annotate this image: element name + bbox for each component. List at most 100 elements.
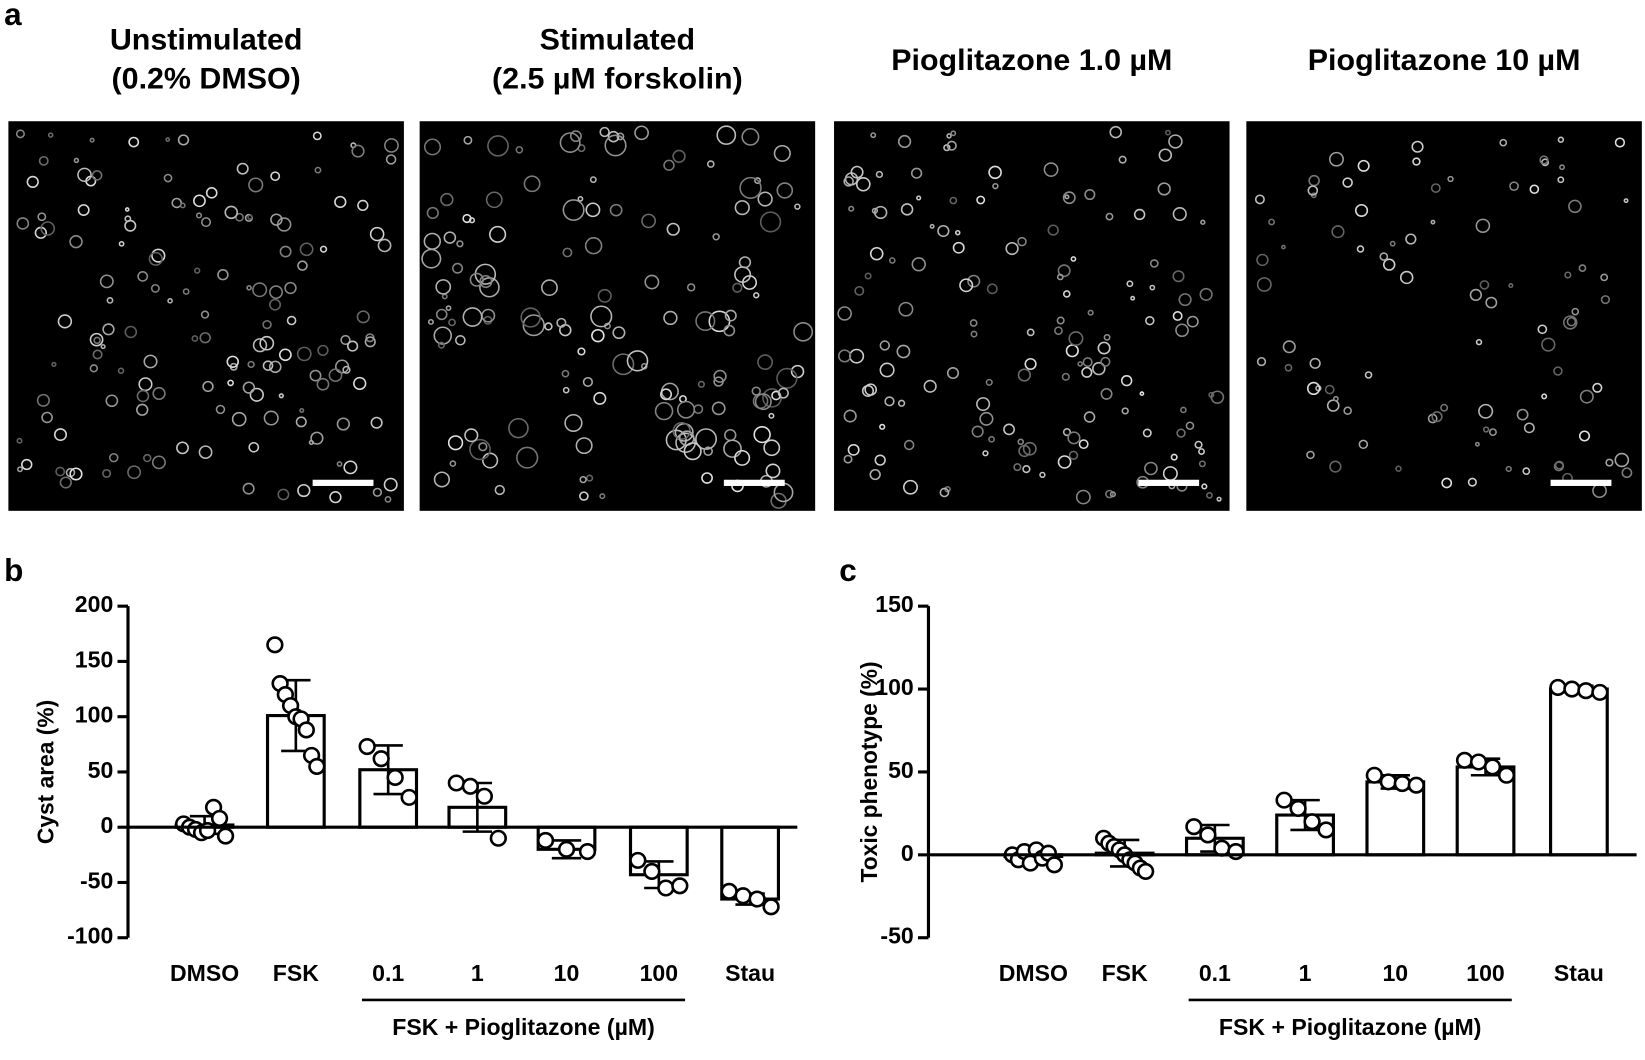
cyst: [148, 251, 163, 266]
cyst: [262, 360, 274, 371]
cyst: [242, 482, 255, 495]
cyst: [1200, 219, 1206, 225]
cyst: [479, 274, 493, 289]
cyst: [224, 205, 239, 220]
cyst: [200, 217, 212, 228]
image-title: Pioglitazone 10 µM: [1308, 44, 1581, 77]
cyst: [1087, 309, 1094, 316]
y-tick-label: -50: [880, 923, 913, 949]
cyst: [843, 454, 853, 464]
panel-label: a: [4, 0, 22, 32]
cyst: [777, 387, 789, 399]
cyst: [1488, 428, 1497, 437]
cyst: [515, 145, 524, 154]
cyst: [262, 319, 272, 330]
cyst: [226, 355, 240, 368]
cyst: [1523, 422, 1535, 434]
cyst: [278, 393, 284, 399]
x-tick-label: 100: [1466, 960, 1504, 986]
cyst: [464, 428, 479, 443]
cyst: [793, 322, 814, 342]
cyst: [843, 176, 854, 187]
data-point: [461, 777, 480, 795]
cyst: [128, 136, 140, 148]
data-point: [1469, 753, 1488, 771]
cyst: [463, 135, 473, 145]
cyst: [456, 240, 464, 248]
cyst: [77, 167, 92, 183]
cyst: [1026, 328, 1035, 337]
cyst: [1145, 316, 1155, 326]
cyst: [17, 466, 23, 473]
cyst: [1467, 477, 1477, 487]
data-point: [400, 788, 418, 806]
cyst: [897, 134, 912, 149]
cyst: [607, 130, 620, 143]
cyst: [127, 465, 142, 480]
cyst: [296, 346, 312, 362]
cyst: [1149, 284, 1156, 291]
data-point: [1185, 818, 1203, 836]
cyst: [297, 483, 311, 498]
cyst: [523, 175, 541, 193]
cyst: [1357, 159, 1370, 172]
x-tick-label: FSK: [273, 960, 320, 986]
image-title: Stimulated: [540, 24, 695, 57]
data-point: [372, 750, 390, 768]
cyst: [99, 274, 114, 289]
cyst: [757, 191, 773, 207]
cyst: [754, 177, 762, 184]
cyst: [520, 307, 541, 328]
cyst: [723, 324, 736, 337]
cyst: [634, 125, 649, 141]
cyst: [1306, 450, 1315, 460]
cyst: [1170, 453, 1178, 461]
cyst: [1062, 191, 1076, 205]
data-point: [1136, 862, 1155, 880]
data-point: [1577, 682, 1595, 700]
cyst: [1563, 315, 1578, 330]
cyst: [577, 196, 584, 202]
cyst: [874, 454, 886, 466]
data-point: [266, 636, 284, 654]
cyst: [198, 445, 213, 460]
y-tick-label: -100: [67, 923, 113, 949]
panel-label: c: [839, 553, 856, 588]
cyst: [944, 486, 951, 493]
cyst: [985, 378, 993, 386]
cyst: [776, 367, 798, 389]
cyst: [448, 318, 456, 327]
cyst: [1479, 280, 1490, 290]
cyst: [143, 453, 152, 463]
cyst: [15, 129, 25, 139]
data-point: [536, 831, 555, 850]
cyst: [1199, 287, 1213, 301]
cyst: [1307, 185, 1319, 196]
cyst: [1057, 455, 1072, 469]
cyst: [1118, 155, 1127, 164]
cyst: [739, 176, 762, 199]
cyst: [21, 458, 33, 471]
cyst: [279, 245, 292, 258]
cyst: [1475, 218, 1491, 234]
cyst: [759, 211, 782, 233]
cyst: [1070, 256, 1077, 262]
cyst: [270, 213, 283, 226]
cyst: [372, 487, 383, 497]
data-point: [358, 737, 376, 756]
data-point: [297, 721, 315, 739]
cyst: [712, 233, 720, 241]
cyst: [1600, 273, 1609, 282]
cyst: [167, 298, 173, 304]
cyst: [541, 279, 558, 296]
cyst: [950, 130, 957, 137]
y-tick-label: 50: [88, 757, 114, 783]
data-point: [1549, 678, 1567, 696]
cyst: [1039, 471, 1046, 478]
cyst: [1017, 368, 1032, 382]
cyst: [1062, 428, 1072, 437]
cyst: [443, 231, 457, 244]
cyst: [970, 330, 978, 338]
cyst: [1614, 137, 1626, 148]
cyst: [1158, 148, 1173, 162]
